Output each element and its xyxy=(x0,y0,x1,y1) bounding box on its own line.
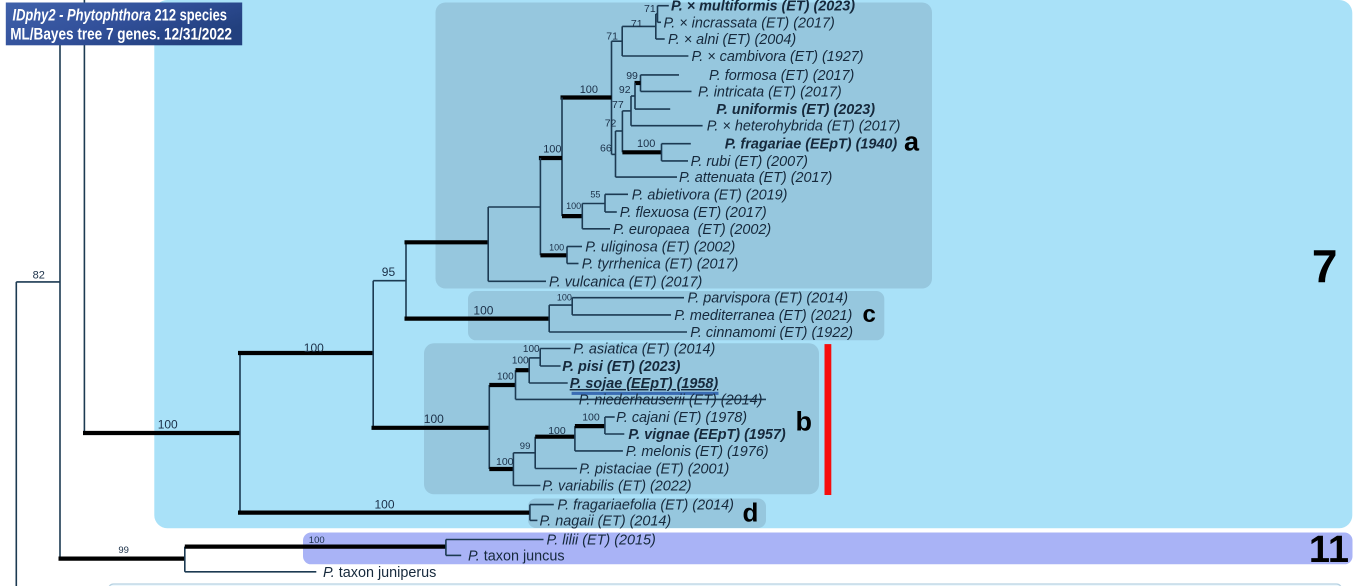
svg-text:71: 71 xyxy=(631,18,643,30)
svg-text:100: 100 xyxy=(549,242,564,252)
svg-text:P. taxon juncus: P. taxon juncus xyxy=(468,548,565,564)
svg-text:7: 7 xyxy=(1312,240,1338,292)
svg-text:P. fragariae (EEpT) (1940): P. fragariae (EEpT) (1940) xyxy=(725,137,898,153)
svg-text:P. × incrassata (ET) (2017): P. × incrassata (ET) (2017) xyxy=(664,15,835,31)
svg-text:P. × alni (ET) (2004): P. × alni (ET) (2004) xyxy=(668,32,796,48)
svg-text:P. rubi (ET) (2007): P. rubi (ET) (2007) xyxy=(691,154,808,170)
svg-text:P. uniformis (ET) (2023): P. uniformis (ET) (2023) xyxy=(716,102,875,118)
svg-text:P. fragariaefolia (ET) (2014): P. fragariaefolia (ET) (2014) xyxy=(557,498,734,514)
svg-text:100: 100 xyxy=(304,341,324,355)
svg-text:11: 11 xyxy=(1309,529,1349,571)
svg-text:95: 95 xyxy=(382,265,396,279)
svg-text:100: 100 xyxy=(375,497,395,511)
svg-text:P. europaea (ET) (2002): P. europaea (ET) (2002) xyxy=(613,222,771,238)
svg-text:100: 100 xyxy=(582,411,600,423)
svg-text:a: a xyxy=(904,127,920,157)
svg-text:P. mediterranea (ET) (2021): P. mediterranea (ET) (2021) xyxy=(674,308,852,324)
svg-text:c: c xyxy=(863,301,876,328)
svg-text:P. formosa (ET) (2017): P. formosa (ET) (2017) xyxy=(709,68,854,84)
svg-text:P. tyrrhenica (ET) (2017): P. tyrrhenica (ET) (2017) xyxy=(582,257,739,273)
svg-text:ML/Bayes tree 7 genes. 12/31/2: ML/Bayes tree 7 genes. 12/31/2022 xyxy=(10,25,232,44)
svg-text:P. nagaii (ET) (2014): P. nagaii (ET) (2014) xyxy=(540,513,672,529)
svg-text:b: b xyxy=(796,407,813,437)
svg-text:77: 77 xyxy=(612,99,624,111)
svg-text:P. parvispora (ET) (2014): P. parvispora (ET) (2014) xyxy=(688,291,849,307)
svg-text:99: 99 xyxy=(118,545,129,556)
svg-text:100: 100 xyxy=(580,84,598,96)
svg-text:55: 55 xyxy=(590,189,600,199)
svg-text:100: 100 xyxy=(309,535,325,546)
svg-text:P. × cambivora (ET) (1927): P. × cambivora (ET) (1927) xyxy=(692,49,864,65)
svg-text:P. taxon juniperus: P. taxon juniperus xyxy=(323,565,436,581)
svg-text:P. vulcanica (ET) (2017): P. vulcanica (ET) (2017) xyxy=(549,274,702,290)
svg-text:99: 99 xyxy=(626,70,638,82)
svg-text:71: 71 xyxy=(606,31,618,43)
svg-text:P. flexuosa (ET) (2017): P. flexuosa (ET) (2017) xyxy=(620,205,767,221)
svg-text:92: 92 xyxy=(619,84,631,96)
svg-text:P. asiatica (ET) (2014): P. asiatica (ET) (2014) xyxy=(573,342,715,358)
svg-text:82: 82 xyxy=(33,270,45,282)
svg-text:P. uliginosa (ET) (2002): P. uliginosa (ET) (2002) xyxy=(585,240,735,256)
svg-text:P. × heterohybrida (ET) (2017): P. × heterohybrida (ET) (2017) xyxy=(707,119,901,135)
svg-text:100: 100 xyxy=(424,412,444,426)
svg-text:100: 100 xyxy=(473,304,493,318)
svg-text:100: 100 xyxy=(496,456,514,468)
svg-text:100: 100 xyxy=(158,418,178,432)
svg-text:P. sojae (EEpT) (1958): P. sojae (EEpT) (1958) xyxy=(570,376,719,392)
svg-text:100: 100 xyxy=(543,144,561,156)
svg-text:P. cajani (ET) (1978): P. cajani (ET) (1978) xyxy=(616,410,747,426)
svg-text:P. pistaciae (ET) (2001): P. pistaciae (ET) (2001) xyxy=(579,462,729,478)
svg-text:P. abietivora (ET) (2019): P. abietivora (ET) (2019) xyxy=(632,187,788,203)
svg-text:P. lilii (ET) (2015): P. lilii (ET) (2015) xyxy=(547,533,656,549)
svg-text:P. attenuata (ET) (2017): P. attenuata (ET) (2017) xyxy=(679,170,832,186)
svg-text:100: 100 xyxy=(512,356,529,367)
svg-text:IDphy2 - Phytophthora 212 spec: IDphy2 - Phytophthora 212 species xyxy=(13,5,228,24)
svg-text:P. vignae (EEpT) (1957): P. vignae (EEpT) (1957) xyxy=(628,427,785,443)
svg-text:100: 100 xyxy=(497,371,514,382)
svg-text:P. melonis (ET) (1976): P. melonis (ET) (1976) xyxy=(626,444,769,460)
svg-text:100: 100 xyxy=(566,201,581,211)
svg-text:71: 71 xyxy=(644,3,656,15)
svg-text:P. intricata (ET) (2017): P. intricata (ET) (2017) xyxy=(698,84,842,100)
svg-text:P. niederhauserii (ET) (2014): P. niederhauserii (ET) (2014) xyxy=(579,392,763,408)
svg-text:P. cinnamomi (ET) (1922): P. cinnamomi (ET) (1922) xyxy=(690,325,853,341)
svg-text:66: 66 xyxy=(600,143,612,155)
svg-text:P. × multiformis (ET) (2023): P. × multiformis (ET) (2023) xyxy=(671,0,855,15)
svg-text:99: 99 xyxy=(520,441,531,452)
svg-text:d: d xyxy=(743,498,759,528)
svg-text:P. pisi (ET) (2023): P. pisi (ET) (2023) xyxy=(562,359,680,375)
svg-text:100: 100 xyxy=(548,425,566,437)
svg-text:100: 100 xyxy=(523,344,540,355)
svg-text:72: 72 xyxy=(605,117,617,129)
svg-text:100: 100 xyxy=(557,293,572,303)
svg-text:100: 100 xyxy=(637,138,655,150)
svg-text:P. variabilis (ET) (2022): P. variabilis (ET) (2022) xyxy=(542,479,691,495)
